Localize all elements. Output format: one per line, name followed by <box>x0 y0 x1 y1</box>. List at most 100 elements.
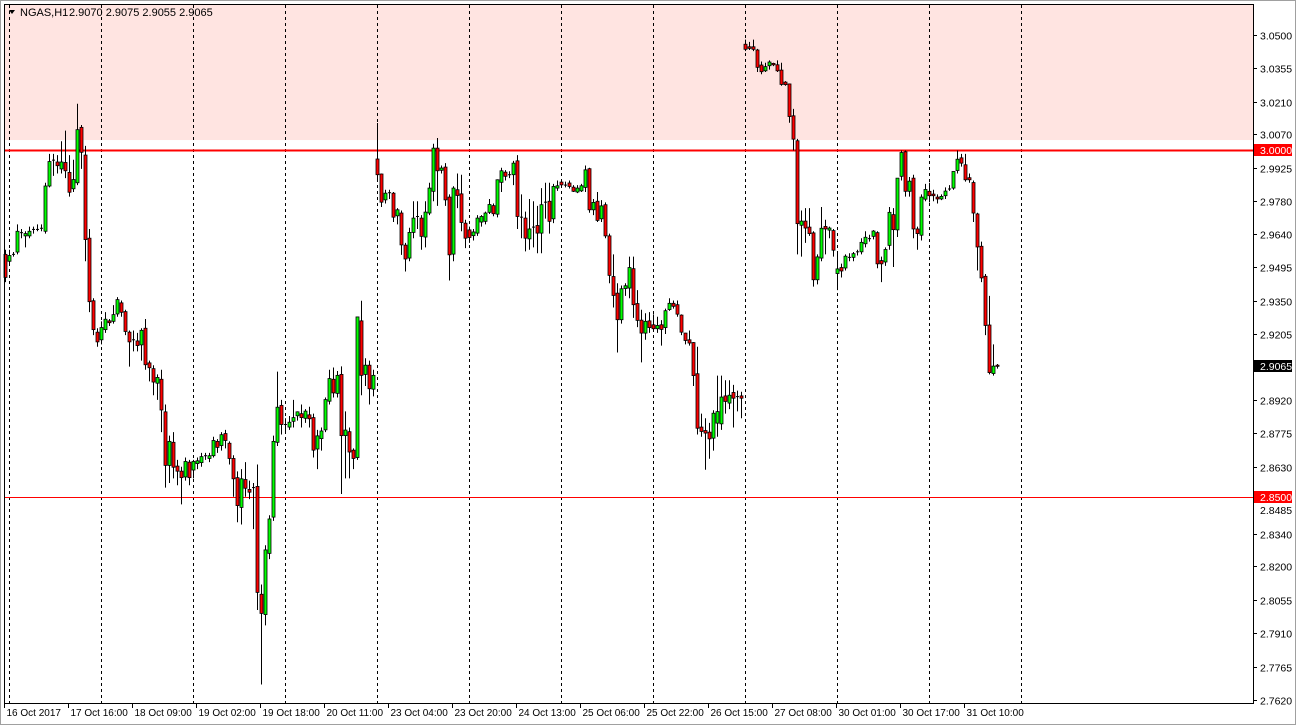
current-price-badge <box>1254 360 1292 372</box>
candle <box>783 81 788 86</box>
symbol-label: NGAS,H1 <box>20 7 68 19</box>
candle <box>355 316 360 460</box>
candle-body <box>447 196 452 256</box>
candle <box>351 448 356 470</box>
time-axis[interactable]: 16 Oct 2017 17 Oct 16:00 18 Oct 09:00 19 Oc… <box>4 703 1025 719</box>
candle <box>271 435 276 521</box>
candle <box>747 41 752 51</box>
candle <box>835 253 840 291</box>
candle-body <box>783 81 788 86</box>
candle-body <box>671 302 676 307</box>
candle <box>287 415 292 430</box>
candle <box>115 297 120 317</box>
candle-body <box>915 228 920 234</box>
candle <box>815 254 820 285</box>
time-tick-label: 24 Oct 13:00 <box>519 708 577 719</box>
candle-body <box>327 378 332 402</box>
candle <box>887 207 892 250</box>
candle <box>151 365 156 396</box>
candle-body <box>787 83 792 117</box>
candle-body <box>259 593 264 614</box>
candle <box>291 399 296 428</box>
candle-body <box>407 232 412 259</box>
candle <box>179 466 184 505</box>
candle-body <box>615 292 620 321</box>
candle-body <box>231 458 236 480</box>
candle <box>743 39 748 52</box>
candle <box>963 153 968 182</box>
candle <box>799 210 804 257</box>
candle <box>416 201 419 229</box>
candle-body <box>171 441 176 468</box>
candle <box>623 283 628 296</box>
candle-body <box>591 202 596 211</box>
candle <box>487 198 492 214</box>
time-tick-label: 19 Oct 18:00 <box>263 708 321 719</box>
candle <box>435 137 440 206</box>
candle-body <box>803 220 808 229</box>
candle-body <box>727 394 732 404</box>
candle <box>703 418 708 470</box>
candle-body <box>903 151 908 192</box>
triangle-down-icon[interactable] <box>9 10 15 14</box>
price-tick-label: 2.8775 <box>1260 429 1292 441</box>
candle <box>107 319 112 326</box>
candle <box>779 62 784 86</box>
candle-body <box>775 64 780 72</box>
time-tick-label: 23 Oct 04:00 <box>391 708 449 719</box>
candle <box>99 321 104 345</box>
candle <box>856 249 859 256</box>
price-tick-label: 3.0070 <box>1260 130 1292 142</box>
candle-body <box>907 180 912 192</box>
candle-body <box>743 43 748 50</box>
candle-body <box>179 470 184 479</box>
candle <box>763 62 768 72</box>
candle <box>707 422 712 459</box>
candle <box>599 200 604 223</box>
candle <box>659 320 664 346</box>
candle-body <box>7 255 12 262</box>
candle-body <box>707 431 712 440</box>
candle <box>527 198 532 250</box>
candle-body <box>899 152 904 177</box>
candle-body <box>279 404 284 425</box>
candle <box>195 457 200 470</box>
candle <box>103 312 108 333</box>
candle-body <box>607 235 612 276</box>
candle <box>607 233 612 284</box>
candle <box>71 159 76 193</box>
candle <box>751 39 756 52</box>
candle-body <box>811 232 816 281</box>
candle-body <box>275 406 280 443</box>
candle-body <box>927 190 932 197</box>
candle <box>979 241 984 283</box>
candle-body <box>963 164 968 181</box>
price-axis[interactable]: 3.0500 3.0355 3.0210 3.0070 2.9925 2.9780 2.96… <box>1253 31 1292 708</box>
price-tick-label: 3.0500 <box>1260 31 1292 43</box>
price-tick-label: 2.7620 <box>1260 696 1292 708</box>
candle <box>719 375 724 430</box>
candle-body <box>831 230 836 251</box>
candle-body <box>583 169 588 188</box>
candle <box>679 314 684 336</box>
candle <box>243 462 248 497</box>
candle-body <box>835 268 840 274</box>
candle-body <box>471 231 476 237</box>
candle <box>771 62 776 67</box>
candle <box>811 231 816 287</box>
candle <box>711 410 716 451</box>
candle <box>447 194 452 281</box>
candle <box>171 432 176 479</box>
candle-body <box>883 249 888 263</box>
candles <box>3 39 1000 685</box>
time-tick-label: 25 Oct 06:00 <box>583 708 641 719</box>
candle-body <box>467 229 472 238</box>
candle <box>327 369 332 405</box>
candle-body <box>343 429 348 437</box>
candle-body <box>859 241 864 253</box>
candle-body <box>751 46 756 50</box>
candle <box>879 256 884 283</box>
candle <box>795 138 800 255</box>
candle <box>211 436 216 458</box>
